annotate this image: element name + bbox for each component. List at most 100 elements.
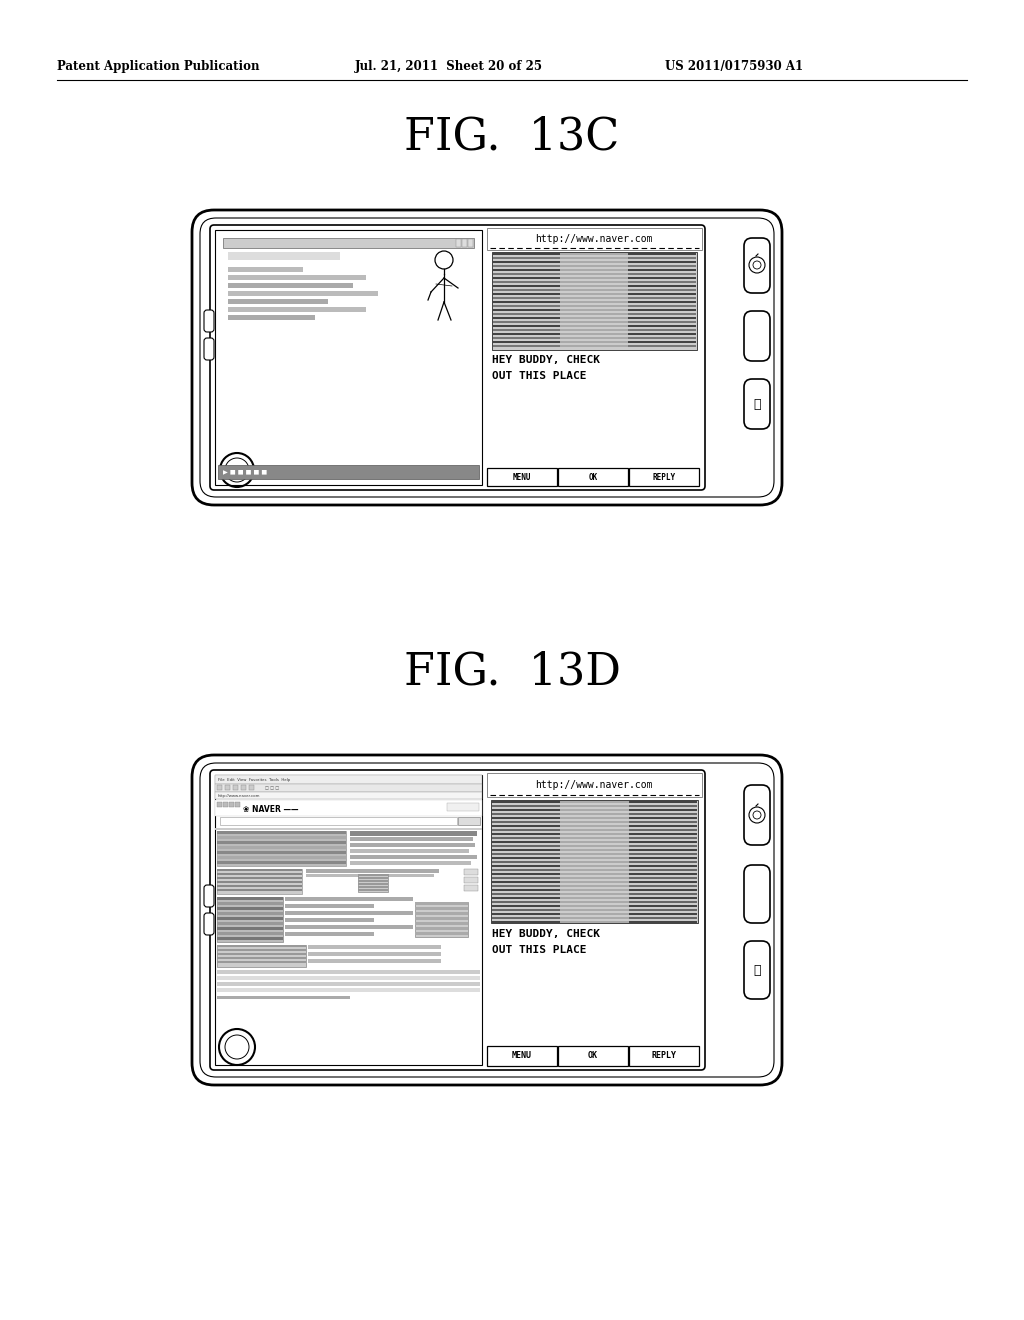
Bar (492, 865, 697, 867)
Bar (217, 869, 302, 871)
Bar (558, 1045, 628, 1067)
Bar (228, 267, 303, 272)
Bar (456, 239, 461, 247)
Bar (492, 841, 697, 843)
Bar (560, 865, 629, 867)
Bar (217, 841, 346, 843)
Bar (492, 829, 697, 832)
Bar (228, 252, 340, 260)
Bar (560, 817, 629, 818)
FancyBboxPatch shape (744, 865, 770, 923)
Bar (358, 886, 388, 888)
Text: OK: OK (589, 473, 598, 482)
Bar (492, 853, 697, 855)
Bar (217, 907, 283, 909)
Bar (560, 313, 628, 315)
Bar (490, 800, 698, 923)
Bar (560, 273, 628, 275)
Bar (308, 960, 441, 964)
Bar (217, 876, 302, 879)
Bar (493, 337, 696, 339)
Bar (217, 898, 283, 942)
Bar (358, 874, 388, 892)
Bar (217, 880, 302, 883)
FancyBboxPatch shape (744, 238, 770, 293)
Bar (215, 775, 482, 1065)
Bar (350, 837, 473, 841)
Bar (492, 873, 697, 875)
Bar (464, 884, 478, 891)
Bar (358, 880, 388, 882)
Bar (217, 888, 302, 891)
Bar (217, 902, 283, 906)
Bar (560, 301, 628, 304)
Bar (493, 329, 696, 331)
FancyBboxPatch shape (204, 884, 214, 907)
Bar (492, 869, 697, 871)
Bar (492, 902, 697, 903)
Bar (217, 873, 302, 875)
Bar (487, 1045, 557, 1067)
Bar (560, 853, 629, 855)
Bar (350, 832, 477, 836)
FancyBboxPatch shape (204, 310, 214, 333)
Bar (560, 813, 629, 814)
Bar (493, 277, 696, 279)
Bar (217, 832, 346, 866)
Bar (285, 904, 374, 908)
Bar (493, 281, 696, 282)
Bar (493, 293, 696, 294)
Bar (492, 861, 697, 863)
Bar (560, 898, 629, 899)
Bar (415, 902, 468, 906)
Text: MENU: MENU (513, 473, 531, 482)
FancyBboxPatch shape (204, 913, 214, 935)
Bar (560, 888, 629, 891)
Bar (217, 846, 346, 849)
Bar (217, 921, 283, 925)
Bar (217, 855, 346, 859)
Bar (215, 800, 482, 816)
Bar (493, 257, 696, 259)
Text: US 2011/0175930 A1: US 2011/0175930 A1 (665, 59, 803, 73)
Bar (223, 238, 474, 248)
Bar (492, 833, 697, 836)
FancyBboxPatch shape (193, 210, 782, 506)
Text: □ □ □: □ □ □ (265, 785, 280, 789)
Bar (560, 809, 629, 810)
Bar (493, 289, 696, 290)
Bar (217, 898, 283, 900)
Bar (217, 945, 306, 968)
Bar (492, 801, 697, 803)
Bar (560, 285, 628, 286)
Bar (217, 987, 480, 993)
FancyBboxPatch shape (193, 755, 782, 1085)
Bar (560, 345, 628, 347)
Bar (560, 913, 629, 915)
FancyBboxPatch shape (744, 312, 770, 360)
Bar (217, 932, 283, 935)
Bar (560, 861, 629, 863)
Bar (217, 917, 283, 920)
Bar (492, 845, 697, 847)
Text: HEY BUDDY, CHECK: HEY BUDDY, CHECK (492, 929, 600, 939)
Bar (415, 921, 468, 925)
Bar (217, 785, 222, 789)
Bar (493, 305, 696, 308)
Bar (558, 469, 628, 486)
Text: MENU: MENU (512, 1052, 532, 1060)
Bar (560, 269, 628, 271)
Bar (492, 909, 697, 911)
Bar (234, 803, 240, 807)
Bar (220, 817, 457, 825)
Text: OUT THIS PLACE: OUT THIS PLACE (492, 945, 587, 954)
Text: File  Edit  View  Favorites  Tools  Help: File Edit View Favorites Tools Help (218, 777, 290, 781)
Bar (560, 293, 628, 294)
Bar (215, 784, 482, 792)
Bar (560, 289, 628, 290)
Bar (560, 253, 628, 255)
Text: OUT THIS PLACE: OUT THIS PLACE (492, 371, 587, 381)
Bar (350, 855, 477, 859)
Bar (464, 869, 478, 875)
Bar (560, 857, 629, 859)
